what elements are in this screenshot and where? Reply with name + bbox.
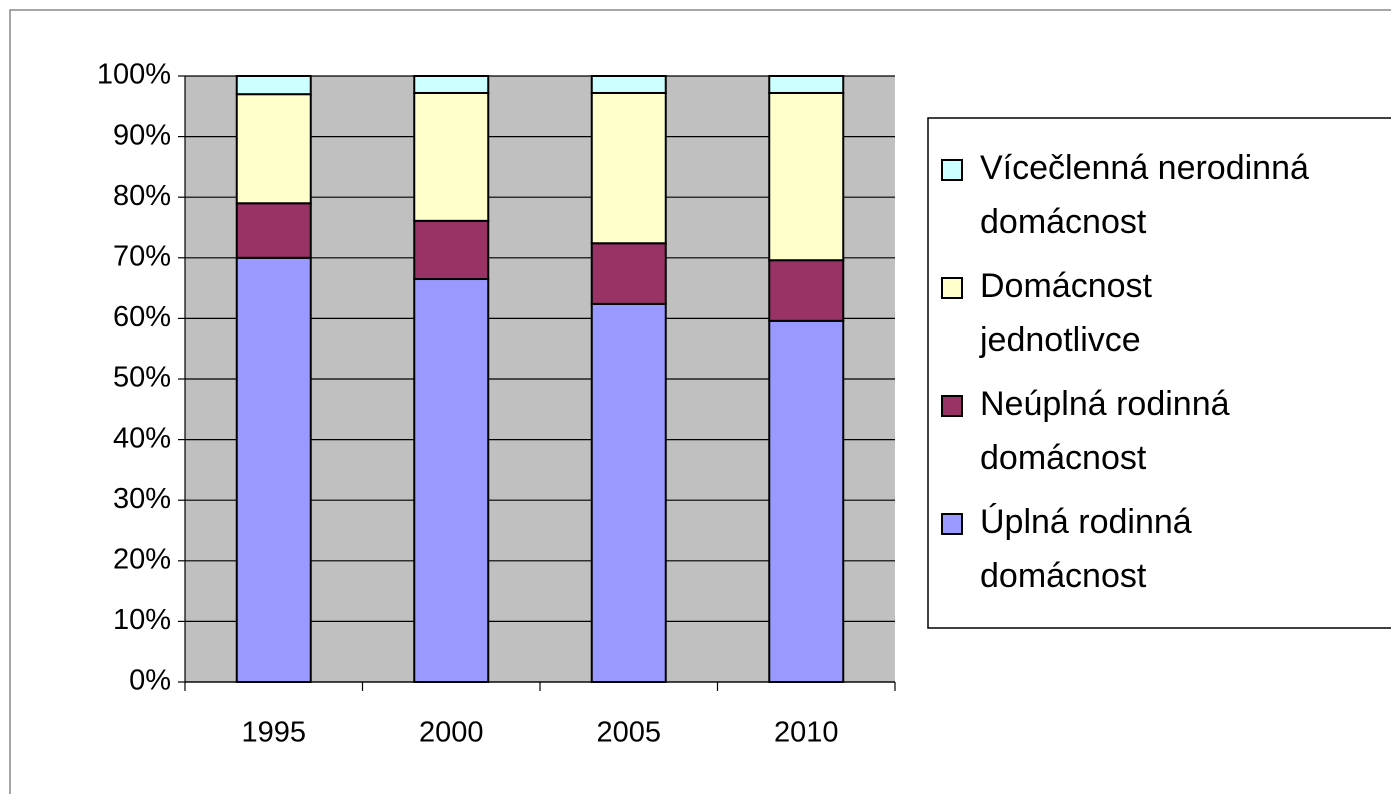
y-tick-label: 100% — [97, 59, 171, 91]
bar-segment — [768, 75, 845, 94]
bar-segment — [413, 75, 490, 94]
bar-segment — [768, 91, 845, 262]
x-tick-label: 2010 — [774, 717, 839, 749]
y-tick-label: 40% — [113, 422, 171, 454]
y-tick-label: 70% — [113, 240, 171, 272]
bar-segment — [768, 319, 845, 683]
legend-swatch — [941, 277, 963, 299]
bar-segment — [235, 202, 312, 259]
bar-segment — [235, 256, 312, 683]
y-tick-label: 20% — [113, 543, 171, 575]
x-tick-label: 1995 — [241, 717, 306, 749]
bar-segment — [413, 91, 490, 222]
bar-segment — [590, 91, 667, 245]
bar-segment — [590, 242, 667, 305]
bar-segment — [590, 302, 667, 683]
bar-segment — [235, 75, 312, 96]
bar-segment — [413, 219, 490, 281]
y-tick-label: 80% — [113, 180, 171, 212]
legend-label: Vícečlenná nerodinná domácnost — [980, 149, 1309, 241]
y-tick-label: 10% — [113, 604, 171, 636]
legend-label: Domácnost jednotlivce — [979, 267, 1153, 359]
bar-segment — [413, 278, 490, 683]
legend-swatch — [941, 395, 963, 417]
x-tick-label: 2005 — [596, 717, 661, 749]
bar-segment — [590, 75, 667, 94]
y-tick-label: 50% — [113, 362, 171, 394]
x-tick-label: 2000 — [419, 717, 484, 749]
bar-segment — [235, 93, 312, 205]
legend-box — [927, 117, 1391, 629]
legend-swatch — [941, 513, 963, 535]
y-tick-label: 0% — [129, 665, 171, 697]
legend-swatch — [941, 159, 963, 181]
y-tick-label: 60% — [113, 301, 171, 333]
y-tick-label: 90% — [113, 119, 171, 151]
y-tick-label: 30% — [113, 483, 171, 515]
legend-label: Úplná rodinná domácnost — [980, 503, 1192, 595]
legend-label: Neúplná rodinná domácnost — [980, 385, 1230, 477]
bar-segment — [768, 259, 845, 322]
